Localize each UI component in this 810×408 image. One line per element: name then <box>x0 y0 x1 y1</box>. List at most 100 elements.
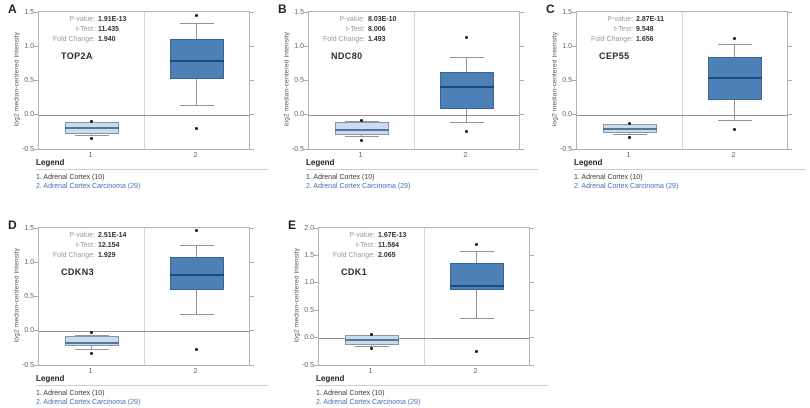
y-tick-right <box>250 80 254 81</box>
stat-value: 1.67E-13 <box>378 232 407 239</box>
y-tick-left <box>34 330 38 332</box>
plot-area: P-value: 8.03E-10 t-Test: 8.006 Fold Chang… <box>292 9 524 153</box>
y-tick-label: -0.5 <box>21 361 34 369</box>
zero-baseline <box>319 337 529 339</box>
y-tick-label: 1.5 <box>24 8 34 16</box>
stat-label: t-Test: <box>355 242 376 249</box>
y-tick-left <box>34 114 38 116</box>
x-tick-group2: 2 <box>473 366 478 375</box>
stat-value: 1.940 <box>98 36 116 43</box>
whisker-cap-bottom <box>459 317 494 319</box>
y-tick-label: 0.0 <box>562 111 572 119</box>
y-tick-right <box>250 114 254 116</box>
whisker-cap-bottom <box>449 121 484 123</box>
panel-b: B log2 median-centered intensity P-value… <box>276 2 538 202</box>
outlier-dot <box>465 129 468 133</box>
gene-name: TOP2A <box>61 51 93 61</box>
y-tick-right <box>530 364 534 366</box>
outlier-dot <box>628 135 631 139</box>
y-tick-label: -0.5 <box>301 361 314 369</box>
stat-label: Fold Change: <box>333 252 376 259</box>
x-axis: 1 2 <box>38 150 248 159</box>
zero-baseline <box>577 114 787 116</box>
median-line <box>439 85 494 88</box>
whisker-cap-bottom <box>612 134 647 136</box>
outlier-dot <box>195 348 198 352</box>
y-tick-label: 0.5 <box>294 77 304 84</box>
stat-label: P-value: <box>607 16 634 23</box>
panel-letter: E <box>288 218 297 232</box>
outlier-dot <box>195 228 198 232</box>
y-tick-right <box>530 254 534 256</box>
y-tick-label: 1.0 <box>294 42 304 50</box>
whisker-cap-top <box>449 57 484 59</box>
stat-label: Fold Change: <box>323 36 366 43</box>
legend-item-2: 2. Adrenal Cortex Carcinoma (29) <box>574 183 679 190</box>
stat-value: 2.065 <box>378 252 396 259</box>
legend-divider <box>316 385 548 386</box>
panel-letter: D <box>8 218 17 232</box>
legend-item-2: 2. Adrenal Cortex Carcinoma (29) <box>316 399 421 406</box>
outlier-dot <box>90 120 93 124</box>
legend-item-1: 1. Adrenal Cortex (10) <box>306 174 375 181</box>
median-line <box>169 60 224 63</box>
y-tick-left <box>572 45 576 47</box>
stats-block: P-value: 1.91E-13 t-Test: 11.435 Fold Chan… <box>53 16 126 44</box>
stat-label: P-value: <box>349 232 376 239</box>
outlier-dot <box>195 126 198 130</box>
y-tick-right <box>530 227 534 229</box>
y-tick-right <box>250 364 254 366</box>
y-tick-right <box>250 227 254 229</box>
whisker-cap-bottom <box>354 345 389 347</box>
y-tick-label: 0.5 <box>304 306 314 314</box>
outlier-dot <box>360 138 363 142</box>
outlier-dot <box>370 347 373 351</box>
y-tick-right <box>520 11 524 13</box>
y-tick-right <box>250 148 254 150</box>
x-tick-group2: 2 <box>463 150 468 159</box>
stat-label: P-value: <box>69 232 96 239</box>
legend: Legend 1. Adrenal Cortex (10) 2. Adrenal… <box>36 158 268 191</box>
y-tick-label: 1.0 <box>24 258 34 266</box>
panel-c: C log2 median-centered intensity P-value… <box>544 2 806 202</box>
group-divider-line <box>144 12 145 149</box>
outlier-dot <box>733 36 736 40</box>
x-tick-group2: 2 <box>731 150 736 159</box>
outlier-dot <box>195 13 198 17</box>
x-tick-group1: 1 <box>358 150 363 159</box>
y-tick-left <box>572 11 576 13</box>
plot-area: P-value: 2.87E-11 t-Test: 9.548 Fold Chang… <box>560 9 792 153</box>
median-line <box>602 128 657 131</box>
legend: Legend 1. Adrenal Cortex (10) 2. Adrenal… <box>306 158 538 191</box>
x-tick-group1: 1 <box>368 366 373 375</box>
x-axis: 1 2 <box>38 366 248 375</box>
x-axis: 1 2 <box>576 150 786 159</box>
box-group-2 <box>169 39 224 80</box>
gene-name: NDC80 <box>331 51 363 61</box>
panel-d: D log2 median-centered intensity P-value… <box>6 218 268 408</box>
y-tick-label: 0.0 <box>304 334 314 342</box>
y-tick-right <box>250 11 254 13</box>
stat-label: t-Test: <box>75 242 96 249</box>
y-tick-left <box>304 114 308 116</box>
y-tick-label: 1.5 <box>562 8 572 16</box>
y-tick-left <box>34 11 38 13</box>
y-tick-left <box>304 11 308 13</box>
legend-item-1: 1. Adrenal Cortex (10) <box>574 174 643 181</box>
y-tick-right <box>520 80 524 81</box>
y-tick-right <box>788 45 792 47</box>
median-line <box>64 342 119 345</box>
outlier-dot <box>90 137 93 141</box>
median-line <box>449 285 504 288</box>
outlier-dot <box>90 351 93 355</box>
stat-label: P-value: <box>339 16 366 23</box>
plot-area: P-value: 1.67E-13 t-Test: 11.584 Fold Chan… <box>302 225 534 369</box>
whisker-cap-bottom <box>179 105 214 107</box>
outlier-dot <box>360 118 363 122</box>
whisker-cap-top <box>459 251 494 253</box>
y-tick-right <box>250 45 254 47</box>
stat-label: t-Test: <box>345 26 366 33</box>
y-tick-left <box>34 364 38 366</box>
y-tick-left <box>314 337 318 339</box>
